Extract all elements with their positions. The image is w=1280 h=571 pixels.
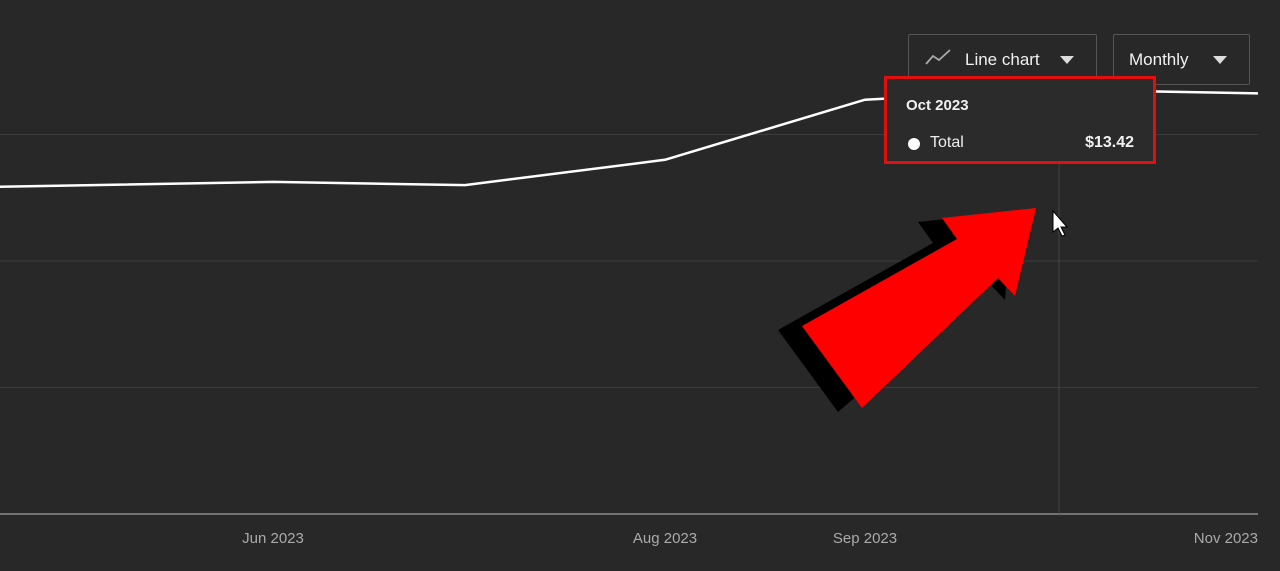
line-chart-icon: [925, 47, 951, 72]
series-dot-icon: [908, 138, 920, 150]
annotation-arrow-head: [802, 208, 1036, 408]
tooltip-series-name: Total: [930, 134, 964, 151]
chevron-down-icon: [1213, 55, 1227, 64]
x-tick-label: Aug 2023: [633, 530, 697, 547]
period-label: Monthly: [1129, 49, 1189, 69]
x-tick-label: Sep 2023: [833, 530, 897, 547]
chart-tooltip: Oct 2023 Total $13.42: [884, 76, 1156, 164]
tooltip-date: Oct 2023: [906, 97, 969, 114]
chart-type-label: Line chart: [965, 49, 1040, 69]
x-tick-label: Jun 2023: [242, 530, 304, 547]
chevron-down-icon: [1060, 55, 1074, 64]
mouse-cursor-icon: [1052, 209, 1069, 237]
x-tick-label: Nov 2023: [1194, 530, 1258, 547]
annotation-arrow: [778, 208, 1036, 412]
tooltip-value: $13.42: [1085, 134, 1134, 151]
